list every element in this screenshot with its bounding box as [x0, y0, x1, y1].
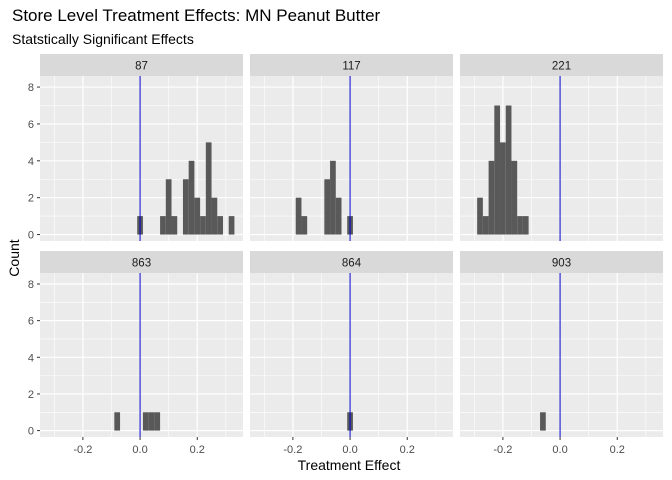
histogram-bar: [205, 142, 212, 235]
histogram-bar: [200, 216, 206, 235]
facet-strip: [40, 54, 243, 76]
histogram-bar: [295, 197, 302, 235]
facet-strip: [460, 251, 663, 273]
x-tick-label: -0.2: [283, 444, 302, 456]
x-tick-label: 0.0: [342, 444, 357, 456]
facet-label: 864: [342, 258, 362, 270]
x-tick-label: -0.2: [73, 444, 92, 456]
histogram-bar: [217, 216, 223, 235]
y-tick-label: 6: [28, 316, 34, 328]
y-tick-label: 2: [28, 193, 34, 205]
histogram-bar: [188, 160, 195, 235]
histogram-bar: [500, 142, 506, 235]
y-tick-label: 8: [28, 82, 34, 94]
facet-label: 903: [552, 258, 571, 270]
x-tick-label: 0.0: [132, 444, 147, 456]
histogram-bar: [182, 179, 189, 235]
x-tick-label: 0.2: [190, 444, 205, 456]
y-tick-label: 0: [28, 230, 34, 242]
y-tick-label: 4: [28, 352, 34, 364]
facet-label: 221: [552, 61, 571, 73]
histogram-bar: [228, 216, 235, 235]
x-axis-title: Treatment Effect: [298, 457, 401, 473]
histogram-bar: [148, 412, 155, 431]
histogram-bar: [194, 197, 201, 235]
histogram-bar: [330, 160, 336, 235]
chart-title: Store Level Treatment Effects: MN Peanut…: [12, 6, 381, 25]
histogram-bar: [114, 412, 121, 431]
histogram-bar: [482, 216, 489, 235]
facet-strip: [250, 251, 453, 273]
histogram-bar: [142, 412, 149, 431]
histogram-bar: [301, 216, 308, 235]
panel-background: [40, 273, 243, 437]
y-axis-title: Count: [6, 239, 22, 276]
panel-background: [460, 273, 663, 437]
x-tick-label: -0.2: [493, 444, 512, 456]
facet-strip: [250, 54, 453, 76]
x-tick-label: 0.2: [610, 444, 625, 456]
histogram-bar: [324, 179, 331, 235]
y-tick-label: 8: [28, 279, 34, 291]
panel-background: [250, 273, 453, 437]
histogram-bar: [211, 197, 218, 235]
histogram-bar: [540, 412, 546, 431]
x-tick-label: 0.0: [552, 444, 567, 456]
histogram-bar: [160, 216, 166, 235]
histogram-bar: [505, 105, 512, 235]
y-tick-label: 2: [28, 389, 34, 401]
facet-strip: [460, 54, 663, 76]
histogram-bar: [165, 179, 172, 235]
histogram-bar: [511, 160, 518, 235]
panel-background: [250, 76, 453, 241]
y-tick-label: 4: [28, 156, 34, 168]
x-tick-label: 0.2: [400, 444, 415, 456]
histogram-bar: [522, 216, 529, 235]
histogram-bar: [154, 412, 161, 431]
histogram-bar: [171, 216, 178, 235]
histogram-bar: [517, 216, 523, 235]
histogram-bar: [494, 105, 501, 235]
histogram-bar: [488, 160, 495, 235]
chart-subtitle: Statstically Significant Effects: [12, 31, 194, 47]
facet-label: 87: [135, 61, 148, 73]
y-tick-label: 6: [28, 119, 34, 131]
histogram-bar: [477, 197, 483, 235]
facet-strip: [40, 251, 243, 273]
y-tick-label: 0: [28, 426, 34, 438]
histogram-bar: [335, 197, 342, 235]
facet-label: 863: [132, 258, 151, 270]
facet-label: 117: [342, 61, 360, 73]
